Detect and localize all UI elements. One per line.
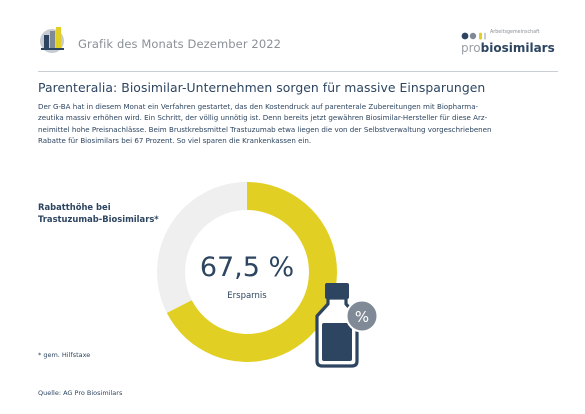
donut-slice-remainder (157, 182, 247, 313)
brand-name: probiosimilars (461, 41, 555, 55)
center-value: 67,5 % (200, 252, 294, 283)
brand-dots-icon (461, 32, 486, 40)
brand-name-biosimilars: biosimilars (480, 41, 555, 55)
header-title: Grafik des Monats Dezember 2022 (78, 37, 282, 51)
article-body: Der G-BA hat in diesem Monat ein Verfahr… (38, 101, 559, 147)
article-body-line: neimittel hohe Preisnachlässe. Beim Brus… (38, 124, 492, 134)
footnote: * gem. Hilfstaxe (38, 351, 91, 359)
article-body-line: zeutika massiv erhöhen wird. Ein Schritt… (38, 113, 488, 123)
article-body-line: Rabatte für Biosimilars bei 67 Prozent. … (38, 136, 312, 146)
article-headline: Parenteralia: Biosimilar-Unternehmen sor… (38, 80, 486, 95)
donut-slice-savings (166, 182, 337, 362)
chart-title-line: Rabatthöhe bei (38, 202, 111, 212)
brand-name-pro: pro (461, 41, 481, 55)
article-body-line: Der G-BA hat in diesem Monat ein Verfahr… (38, 102, 479, 111)
calendar-chart-logo-icon (40, 27, 64, 53)
percent-badge-symbol: % (355, 308, 369, 326)
percent-badge-icon: % (345, 299, 379, 333)
chart-title-line: Trastuzumab-Biosimilars* (38, 213, 159, 224)
center-label: Ersparnis (227, 291, 267, 301)
brand-kicker: Arbeitsgemeinschaft (490, 30, 540, 35)
donut-slices (157, 182, 337, 362)
chart-title: Rabatthöhe bei Trastuzumab-Biosimilars* (38, 202, 178, 225)
source-note: Quelle: AG Pro Biosimilars (38, 389, 123, 397)
header-divider (38, 71, 558, 72)
